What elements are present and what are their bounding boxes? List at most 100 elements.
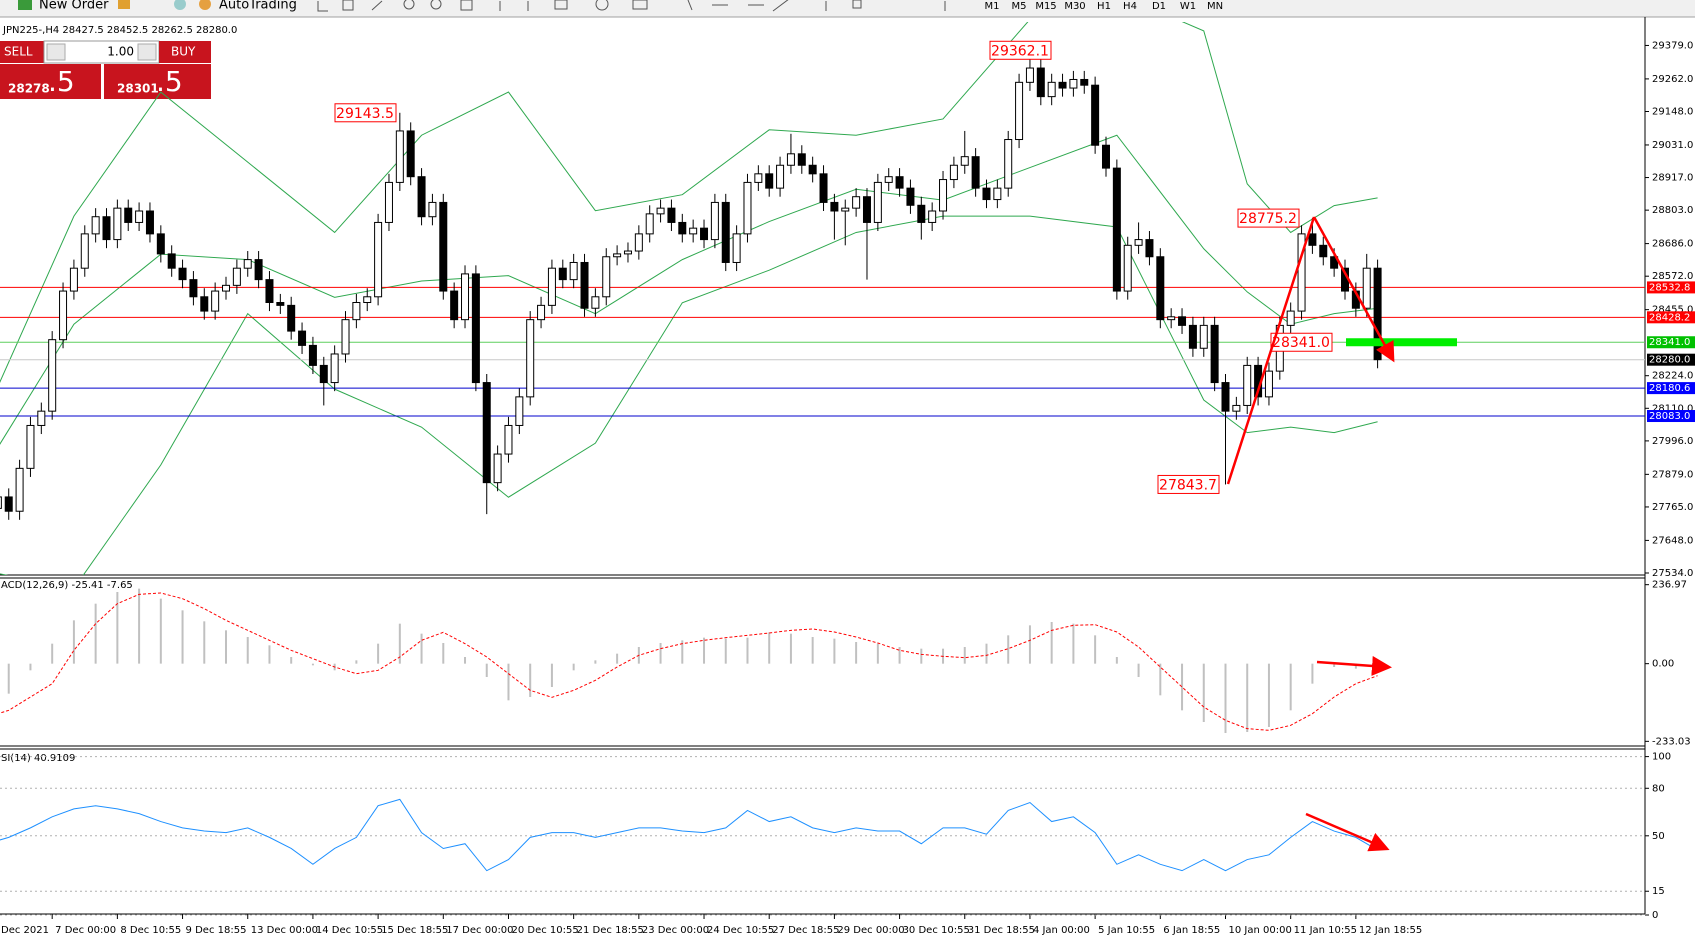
candle-body [634, 233, 643, 252]
candle-body [189, 279, 198, 298]
price-tag [1647, 336, 1695, 349]
candle-body [1025, 67, 1034, 83]
price-tag-label: 28280.0 [1649, 355, 1690, 366]
candle-body [754, 173, 763, 183]
candle-body [1167, 316, 1176, 321]
price-tag [1647, 410, 1695, 423]
buy-price-box[interactable] [104, 64, 211, 99]
chart-info: JPN225-,H4 28427.5 28452.5 28262.5 28280… [2, 25, 237, 36]
candle-body [363, 296, 372, 304]
x-tick-label: 6 Jan 18:55 [1163, 925, 1220, 936]
x-tick-label: 9 Dec 18:55 [186, 925, 247, 936]
candle-body [374, 221, 383, 298]
price-tag [1647, 382, 1695, 395]
lot-up[interactable] [137, 43, 157, 61]
candle-body [515, 396, 524, 426]
candle-body [15, 467, 24, 512]
candle-body [450, 290, 459, 321]
candle-body [1210, 324, 1219, 384]
toolbar-icon[interactable] [118, 0, 130, 9]
candle-body [1112, 167, 1121, 292]
macd-arrow [1316, 655, 1392, 676]
timeframe-button[interactable]: H1 [1097, 1, 1111, 12]
timeframe-button[interactable]: H4 [1123, 1, 1137, 12]
autotrading-icon[interactable] [199, 0, 211, 10]
price-annotation-box [334, 103, 397, 123]
new-order-icon[interactable] [18, 0, 32, 10]
candle-body [906, 187, 915, 206]
candle-body [830, 201, 839, 212]
x-tick-label: 27 Dec 18:55 [772, 925, 839, 936]
buy-button[interactable] [159, 41, 211, 63]
y-tick-label: 29262.0 [1652, 74, 1693, 85]
price-annotation: 28775.2 [1239, 211, 1297, 227]
rsi-arrow [1305, 812, 1390, 852]
toolbar-icon[interactable] [174, 0, 186, 10]
autotrading-button[interactable]: AutoTrading [219, 0, 297, 13]
y-tick-label: 27996.0 [1652, 436, 1693, 447]
sell-label: SELL [4, 45, 33, 59]
candle-body [352, 302, 361, 321]
candle-body [623, 250, 632, 255]
y-tick-label: 100 [1652, 752, 1671, 763]
price-tag [1647, 311, 1695, 324]
y-tick-label: 0.00 [1652, 659, 1674, 670]
candle-body [710, 201, 719, 241]
y-tick-label: 27879.0 [1652, 469, 1693, 480]
x-tick-label: 17 Dec 00:00 [446, 925, 513, 936]
timeframe-button[interactable]: M30 [1064, 1, 1085, 12]
y-tick-label: 28110.0 [1652, 403, 1693, 414]
timeframe-button[interactable]: MN [1207, 1, 1223, 12]
candle-body [26, 424, 35, 469]
candle-body [645, 213, 654, 235]
x-tick-label: 29 Dec 00:00 [837, 925, 904, 936]
price-tag-label: 28180.6 [1649, 383, 1690, 394]
buy-price: 28301 [117, 82, 159, 96]
candle-body [222, 284, 231, 292]
y-tick-label: 28224.0 [1652, 371, 1693, 382]
toolbar-icons[interactable] [317, 0, 946, 12]
candle-body [721, 201, 730, 263]
candle-body [319, 364, 328, 384]
timeframe-button[interactable]: M5 [1012, 1, 1027, 12]
candle-body [982, 187, 991, 201]
candle-body [124, 207, 133, 223]
sell-button[interactable] [0, 41, 44, 63]
price-annotation-box [1237, 208, 1300, 228]
x-tick-label: 21 Dec 18:55 [577, 925, 644, 936]
candle-body [689, 227, 698, 235]
candle-body [504, 424, 513, 455]
y-tick-label: 50 [1652, 831, 1665, 842]
candle-body [308, 344, 317, 366]
timeframe-button[interactable]: M15 [1035, 1, 1056, 12]
sell-price-box[interactable] [0, 64, 101, 99]
candle-body [667, 207, 676, 223]
x-tick-label: 31 Dec 18:55 [968, 925, 1035, 936]
candle-body [960, 156, 969, 166]
candle-body [145, 210, 154, 235]
x-tick-label: 8 Dec 10:55 [120, 925, 181, 936]
new-order-button[interactable]: New Order [39, 0, 109, 13]
timeframe-button[interactable]: M1 [985, 1, 1000, 12]
lot-down[interactable] [46, 43, 66, 61]
candle-body [461, 273, 470, 321]
candle-body [1134, 239, 1143, 246]
candle-body [819, 173, 828, 203]
timeframe-button[interactable]: D1 [1152, 1, 1166, 12]
candle-body [808, 164, 817, 175]
candle-body [949, 164, 958, 181]
candle-body [862, 196, 871, 223]
candle-body [1080, 78, 1089, 86]
candle-body [341, 319, 350, 355]
y-tick-label: 29379.0 [1652, 40, 1693, 51]
timeframe-button[interactable]: W1 [1180, 1, 1196, 12]
candle-body [1036, 67, 1045, 98]
macd-title: ACD(12,26,9) -25.41 -7.65 [1, 580, 133, 591]
candle-body [493, 453, 502, 484]
candle-body [1308, 233, 1317, 246]
candle-body [91, 216, 100, 235]
candle-body [330, 353, 339, 384]
candle-body [200, 296, 209, 312]
bollinger-lower [0, 215, 1378, 575]
x-tick-label: 14 Dec 10:55 [316, 925, 383, 936]
